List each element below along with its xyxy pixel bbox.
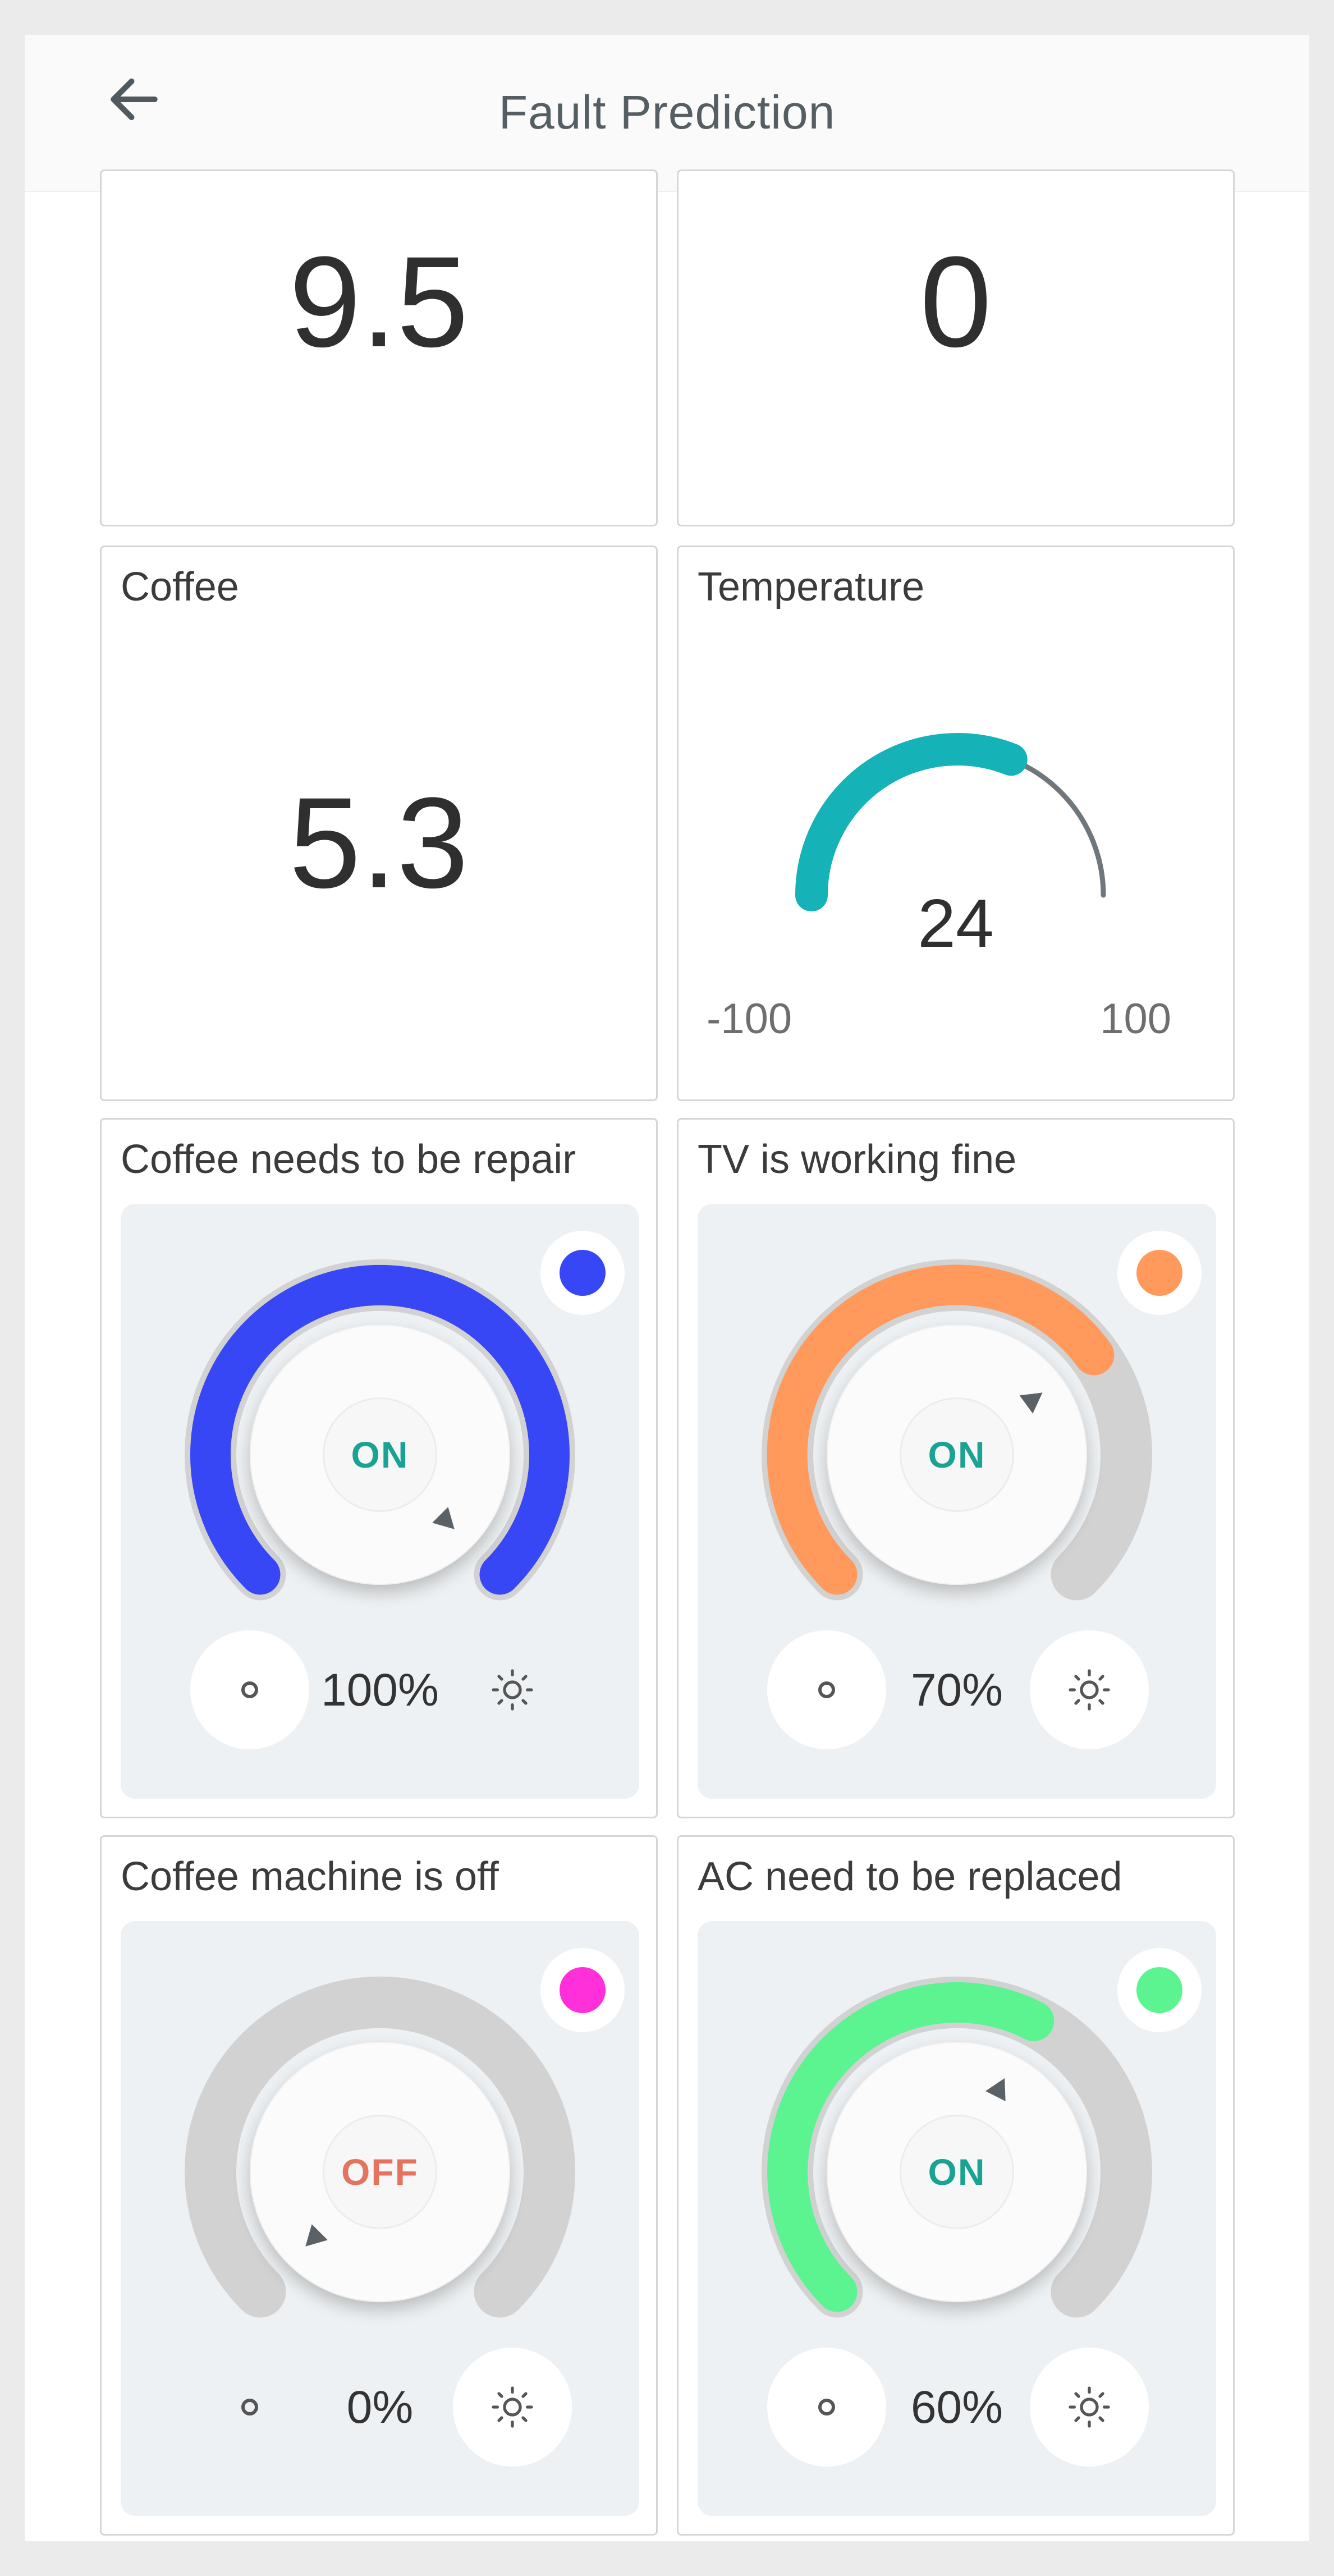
color-swatch xyxy=(1136,1967,1182,2013)
knob-pointer xyxy=(297,2224,328,2255)
brightness-icon xyxy=(1069,1669,1110,1711)
color-swatch xyxy=(560,1967,606,2013)
power-icon xyxy=(818,1681,835,1698)
value-card-1-value: 9.5 xyxy=(289,230,469,374)
power-button[interactable] xyxy=(767,2348,886,2467)
state-label: ON xyxy=(900,2115,1014,2229)
brightness-button[interactable] xyxy=(1030,2348,1149,2467)
arrow-left-icon xyxy=(111,78,158,121)
power-icon xyxy=(818,2399,835,2415)
card-title: AC need to be replaced xyxy=(698,1854,1122,1899)
dial-knob[interactable]: OFF xyxy=(250,2042,510,2302)
state-label: ON xyxy=(323,1397,437,1512)
page-title: Fault Prediction xyxy=(498,86,836,139)
dial-card-coffee-machine: Coffee machine is off OFF 0% xyxy=(100,1835,658,2536)
dial-ring xyxy=(185,1976,575,2318)
power-icon xyxy=(241,2399,258,2415)
power-button[interactable] xyxy=(190,2348,309,2467)
value-card-2-value: 0 xyxy=(920,230,992,374)
brightness-button[interactable] xyxy=(1030,1630,1149,1749)
back-button[interactable] xyxy=(92,57,176,141)
dial-panel: OFF 0% xyxy=(121,1921,639,2516)
knob-pointer xyxy=(1019,1383,1049,1414)
dial-knob[interactable]: ON xyxy=(250,1324,510,1585)
card-title: Coffee needs to be repair xyxy=(121,1137,576,1182)
dial-panel: ON 70% xyxy=(698,1204,1216,1799)
header-bar: Fault Prediction xyxy=(25,35,1309,192)
power-icon xyxy=(241,1681,258,1698)
dial-knob[interactable]: ON xyxy=(827,1324,1087,1585)
dial-panel: ON 100% xyxy=(121,1204,639,1799)
knob-pointer xyxy=(985,2073,1015,2101)
app-window: Fault Prediction 9.5 0 Coffee 5.3 Temper… xyxy=(25,35,1309,2541)
gauge-fill xyxy=(795,733,1028,911)
dial-card-coffee-repair: Coffee needs to be repair ON 100% xyxy=(100,1118,658,1818)
card-title: Coffee xyxy=(121,565,239,609)
card-title: Temperature xyxy=(698,565,925,609)
brightness-button[interactable] xyxy=(453,2348,572,2467)
gauge-min-label: -100 xyxy=(707,995,792,1043)
brightness-percent: 70% xyxy=(910,1665,1003,1716)
brightness-icon xyxy=(1069,2386,1110,2428)
power-button[interactable] xyxy=(767,1630,886,1749)
card-title: Coffee machine is off xyxy=(121,1854,499,1899)
temperature-card: Temperature 24 -100 100 xyxy=(677,546,1235,1101)
knob-pointer xyxy=(432,1507,463,1538)
temperature-value: 24 xyxy=(918,885,994,961)
color-picker-button[interactable] xyxy=(540,1231,625,1315)
gauge-max-label: 100 xyxy=(1100,995,1171,1043)
color-picker-button[interactable] xyxy=(540,1948,625,2032)
state-label: ON xyxy=(900,1397,1014,1512)
value-card-2: 0 xyxy=(677,169,1235,526)
brightness-percent: 100% xyxy=(321,1665,439,1716)
color-picker-button[interactable] xyxy=(1117,1231,1202,1315)
value-card-1: 9.5 xyxy=(100,169,658,526)
brightness-button[interactable] xyxy=(453,1630,572,1749)
card-title: TV is working fine xyxy=(698,1137,1017,1182)
dial-ring xyxy=(762,1259,1152,1601)
dial-ring xyxy=(762,1976,1152,2318)
dial-card-ac: AC need to be replaced ON 60% xyxy=(677,1835,1235,2536)
coffee-value: 5.3 xyxy=(289,771,469,915)
coffee-value-card: Coffee 5.3 xyxy=(100,546,658,1101)
dial-panel: ON 60% xyxy=(698,1921,1216,2516)
temperature-gauge xyxy=(795,733,1106,911)
brightness-percent: 0% xyxy=(346,2382,414,2433)
brightness-icon xyxy=(492,1669,533,1711)
brightness-percent: 60% xyxy=(910,2382,1003,2433)
color-picker-button[interactable] xyxy=(1117,1948,1202,2032)
dial-card-tv: TV is working fine ON 70% xyxy=(677,1118,1235,1818)
dial-knob[interactable]: ON xyxy=(827,2042,1087,2302)
brightness-icon xyxy=(492,2386,533,2428)
color-swatch xyxy=(1136,1250,1182,1296)
state-label: OFF xyxy=(323,2115,437,2229)
dial-ring xyxy=(185,1259,575,1601)
power-button[interactable] xyxy=(190,1630,309,1749)
color-swatch xyxy=(560,1250,606,1296)
